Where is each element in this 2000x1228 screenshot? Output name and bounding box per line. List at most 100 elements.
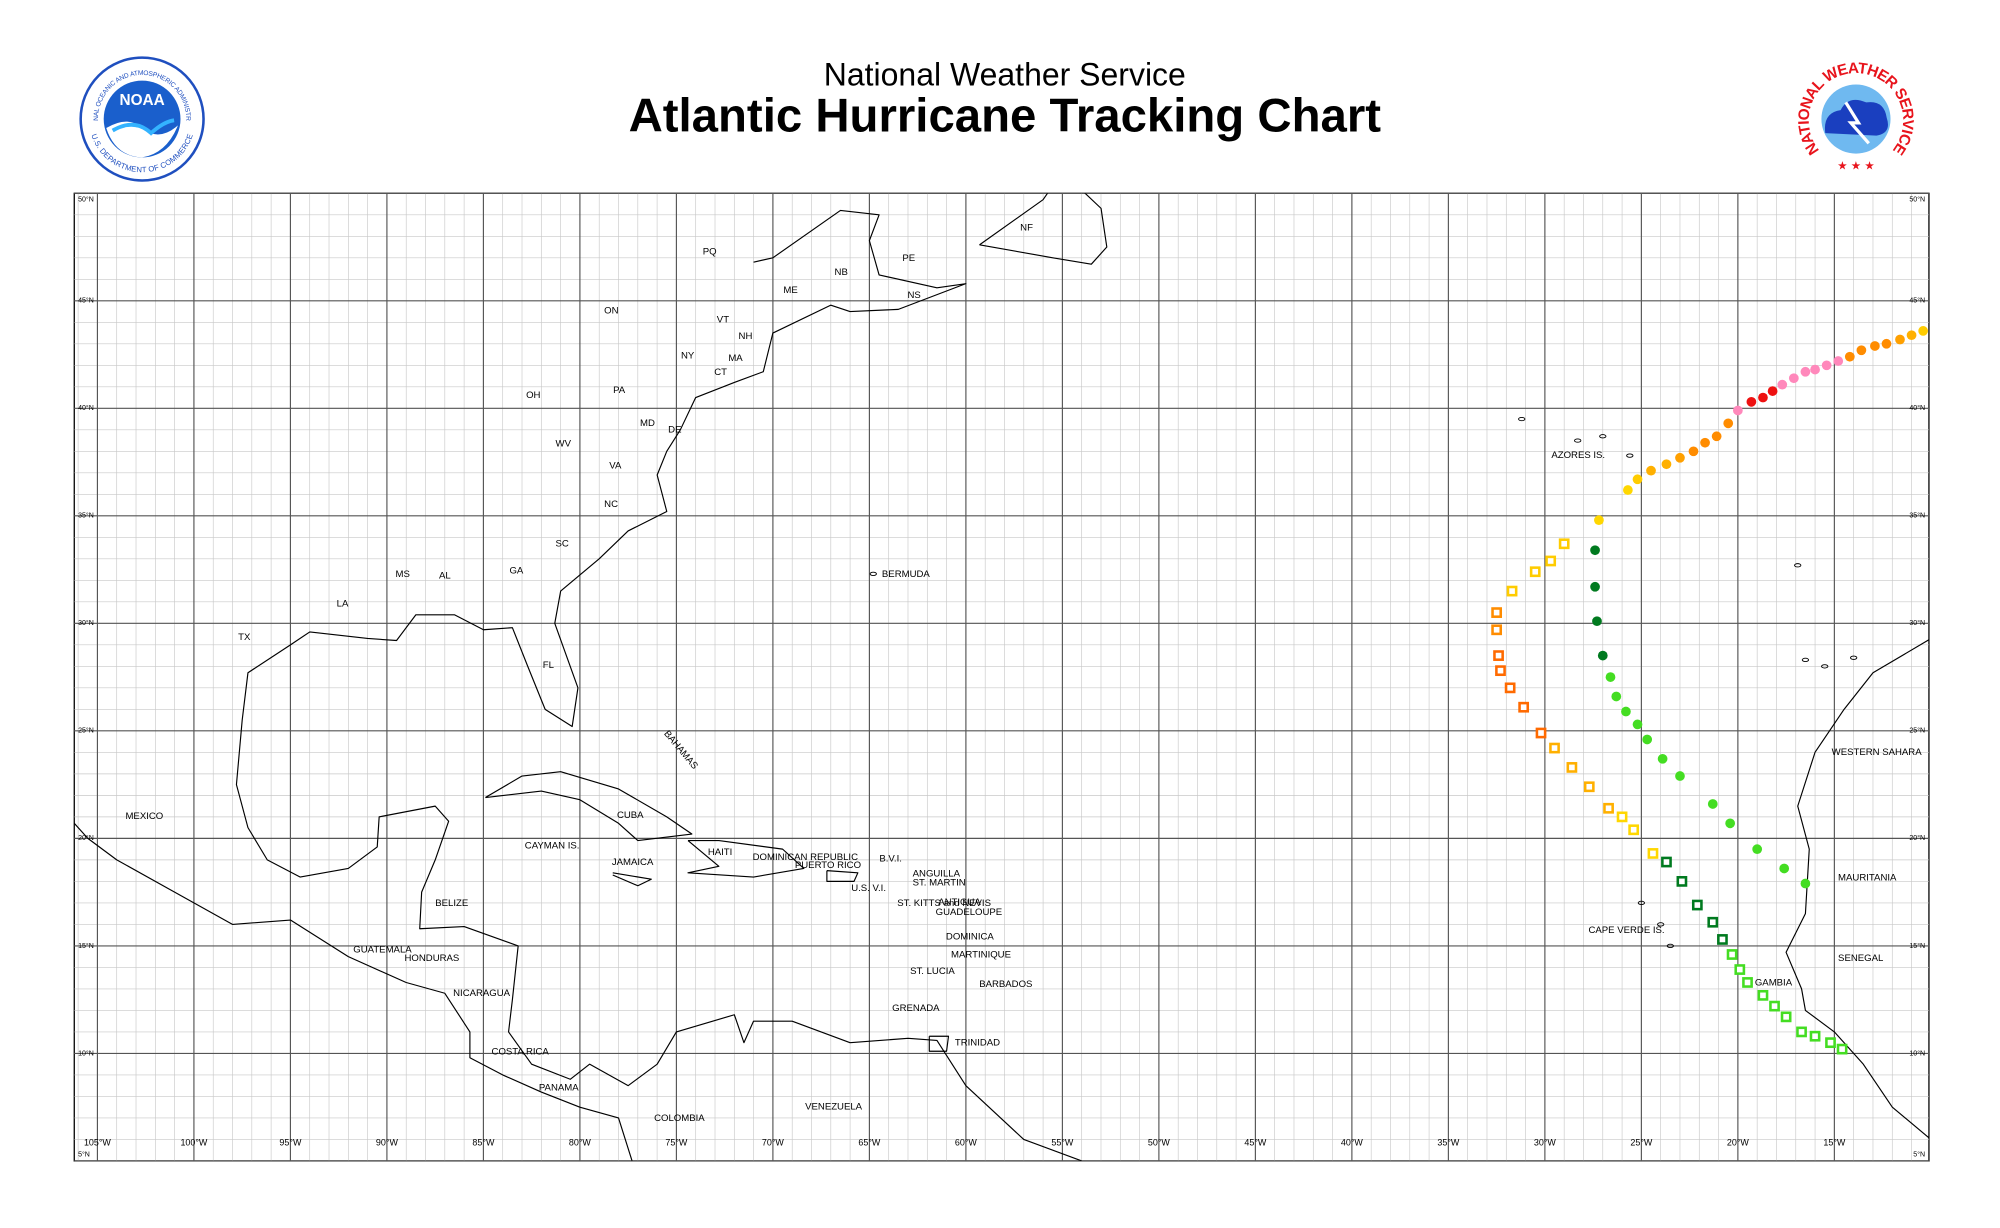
track-point — [1661, 459, 1672, 470]
place-label: MD — [640, 418, 655, 429]
place-label: GA — [509, 565, 523, 576]
place-label: BERMUDA — [882, 569, 931, 580]
track-point — [1632, 719, 1643, 730]
x-tick-label: 60°W — [955, 1137, 978, 1147]
track-point — [1590, 581, 1600, 592]
place-label: TRINIDAD — [955, 1038, 1000, 1049]
island — [1794, 563, 1802, 568]
coastlines — [74, 193, 1929, 1161]
island — [1666, 943, 1674, 949]
place-label: ANGUILLA — [913, 869, 961, 880]
place-label: ANTIGUA — [938, 897, 981, 908]
place-label: GAMBIA — [1755, 978, 1793, 989]
place-label: ON — [604, 306, 618, 317]
place-label: COSTA RICA — [492, 1047, 550, 1058]
coastline — [979, 193, 1108, 265]
place-label: VA — [609, 460, 622, 471]
track-point — [1628, 824, 1640, 836]
track-point — [1711, 431, 1722, 442]
track-point — [1518, 701, 1530, 713]
y-tick-label: 30°N — [1909, 619, 1925, 627]
track-point — [1733, 405, 1743, 416]
place-label: WV — [556, 439, 572, 450]
track-point — [1646, 465, 1656, 476]
noaa-logo: NOAA NATIONAL OCEANIC AND ATMOSPHERIC AD… — [0, 0, 205, 182]
track-point — [1734, 964, 1746, 975]
place-label: DOMINICAN REPUBLIC — [753, 852, 858, 863]
track-point — [1535, 727, 1547, 739]
track-point — [1491, 607, 1503, 618]
island — [869, 571, 877, 576]
track-point — [1657, 753, 1668, 764]
track-point — [1603, 802, 1614, 814]
map: 105°W 100°W 95°W 90°W 85°W 80°W 75°W 70°W 65°W 60… — [73, 192, 1930, 1162]
storm-tracks — [1491, 326, 1929, 1055]
place-label: AL — [439, 571, 451, 582]
y-tick-label: 10°N — [1909, 1049, 1925, 1057]
track-point — [1758, 392, 1768, 403]
place-label: B.V.I. — [879, 853, 902, 864]
place-label: TX — [238, 632, 251, 643]
track-point — [1757, 989, 1769, 1001]
x-tick-label: 30°W — [1534, 1137, 1557, 1147]
coastline — [826, 870, 859, 882]
track-point — [1742, 977, 1753, 988]
place-label: NICARAGUA — [453, 988, 511, 999]
track-point — [1726, 949, 1738, 960]
x-tick-label: 40°W — [1341, 1137, 1364, 1147]
track-point — [1675, 452, 1685, 463]
track-point — [1870, 341, 1880, 351]
track-point — [1566, 762, 1578, 773]
place-label: CUBA — [617, 810, 644, 821]
coastline — [235, 209, 1082, 1161]
y-tick-label: 20°N — [78, 834, 94, 842]
track-point — [1796, 1026, 1807, 1038]
track-point — [1723, 418, 1734, 429]
x-tick-label: 105°W — [84, 1137, 111, 1147]
place-label: ST. LUCIA — [910, 966, 955, 977]
place-label: U.S. V.I. — [851, 883, 886, 894]
track-point — [1769, 1000, 1780, 1012]
x-tick-label: 75°W — [665, 1137, 688, 1147]
place-label: NF — [1020, 222, 1033, 233]
island — [1821, 664, 1829, 669]
place-label: PA — [613, 385, 626, 396]
track-point — [1821, 360, 1832, 371]
y-tick-label: 20°N — [1909, 834, 1925, 842]
place-label: PE — [902, 253, 915, 264]
track-point — [1506, 585, 1518, 597]
y-tick-label: 5°N — [78, 1150, 90, 1158]
logo-name: NOAA — [120, 92, 165, 109]
subtitle: National Weather Service — [824, 56, 1186, 92]
place-label: SENEGAL — [1838, 953, 1884, 964]
place-label: BELIZE — [435, 898, 468, 909]
island — [1637, 900, 1646, 906]
place-label: PUERTO RICO — [795, 860, 861, 871]
x-tick-label: 90°W — [376, 1137, 399, 1147]
coastline — [687, 839, 805, 878]
track-point — [1746, 396, 1757, 407]
y-tick-label: 45°N — [1909, 297, 1925, 305]
place-label: VENEZUELA — [805, 1102, 863, 1113]
place-label: HAITI — [708, 847, 732, 858]
place-label: VT — [717, 315, 729, 326]
place-label: NS — [908, 290, 921, 301]
logo-stars: ★ ★ ★ — [1837, 160, 1874, 172]
track-point — [1691, 899, 1703, 911]
x-tick-label: 15°W — [1823, 1137, 1846, 1147]
place-label: MARTINIQUE — [951, 949, 1011, 960]
track-point — [1688, 446, 1699, 457]
coastline — [485, 771, 693, 842]
place-label: AZORES IS. — [1551, 450, 1605, 461]
y-tick-label: 35°N — [1909, 512, 1925, 520]
track-point — [1825, 1037, 1836, 1049]
place-label: FL — [543, 660, 555, 671]
x-tick-label: 65°W — [858, 1137, 881, 1147]
track-point — [1676, 876, 1688, 887]
island — [1657, 922, 1665, 927]
place-label: CAPE VERDE IS. — [1588, 925, 1664, 936]
place-label: NB — [835, 267, 848, 278]
track-point — [1529, 566, 1541, 578]
